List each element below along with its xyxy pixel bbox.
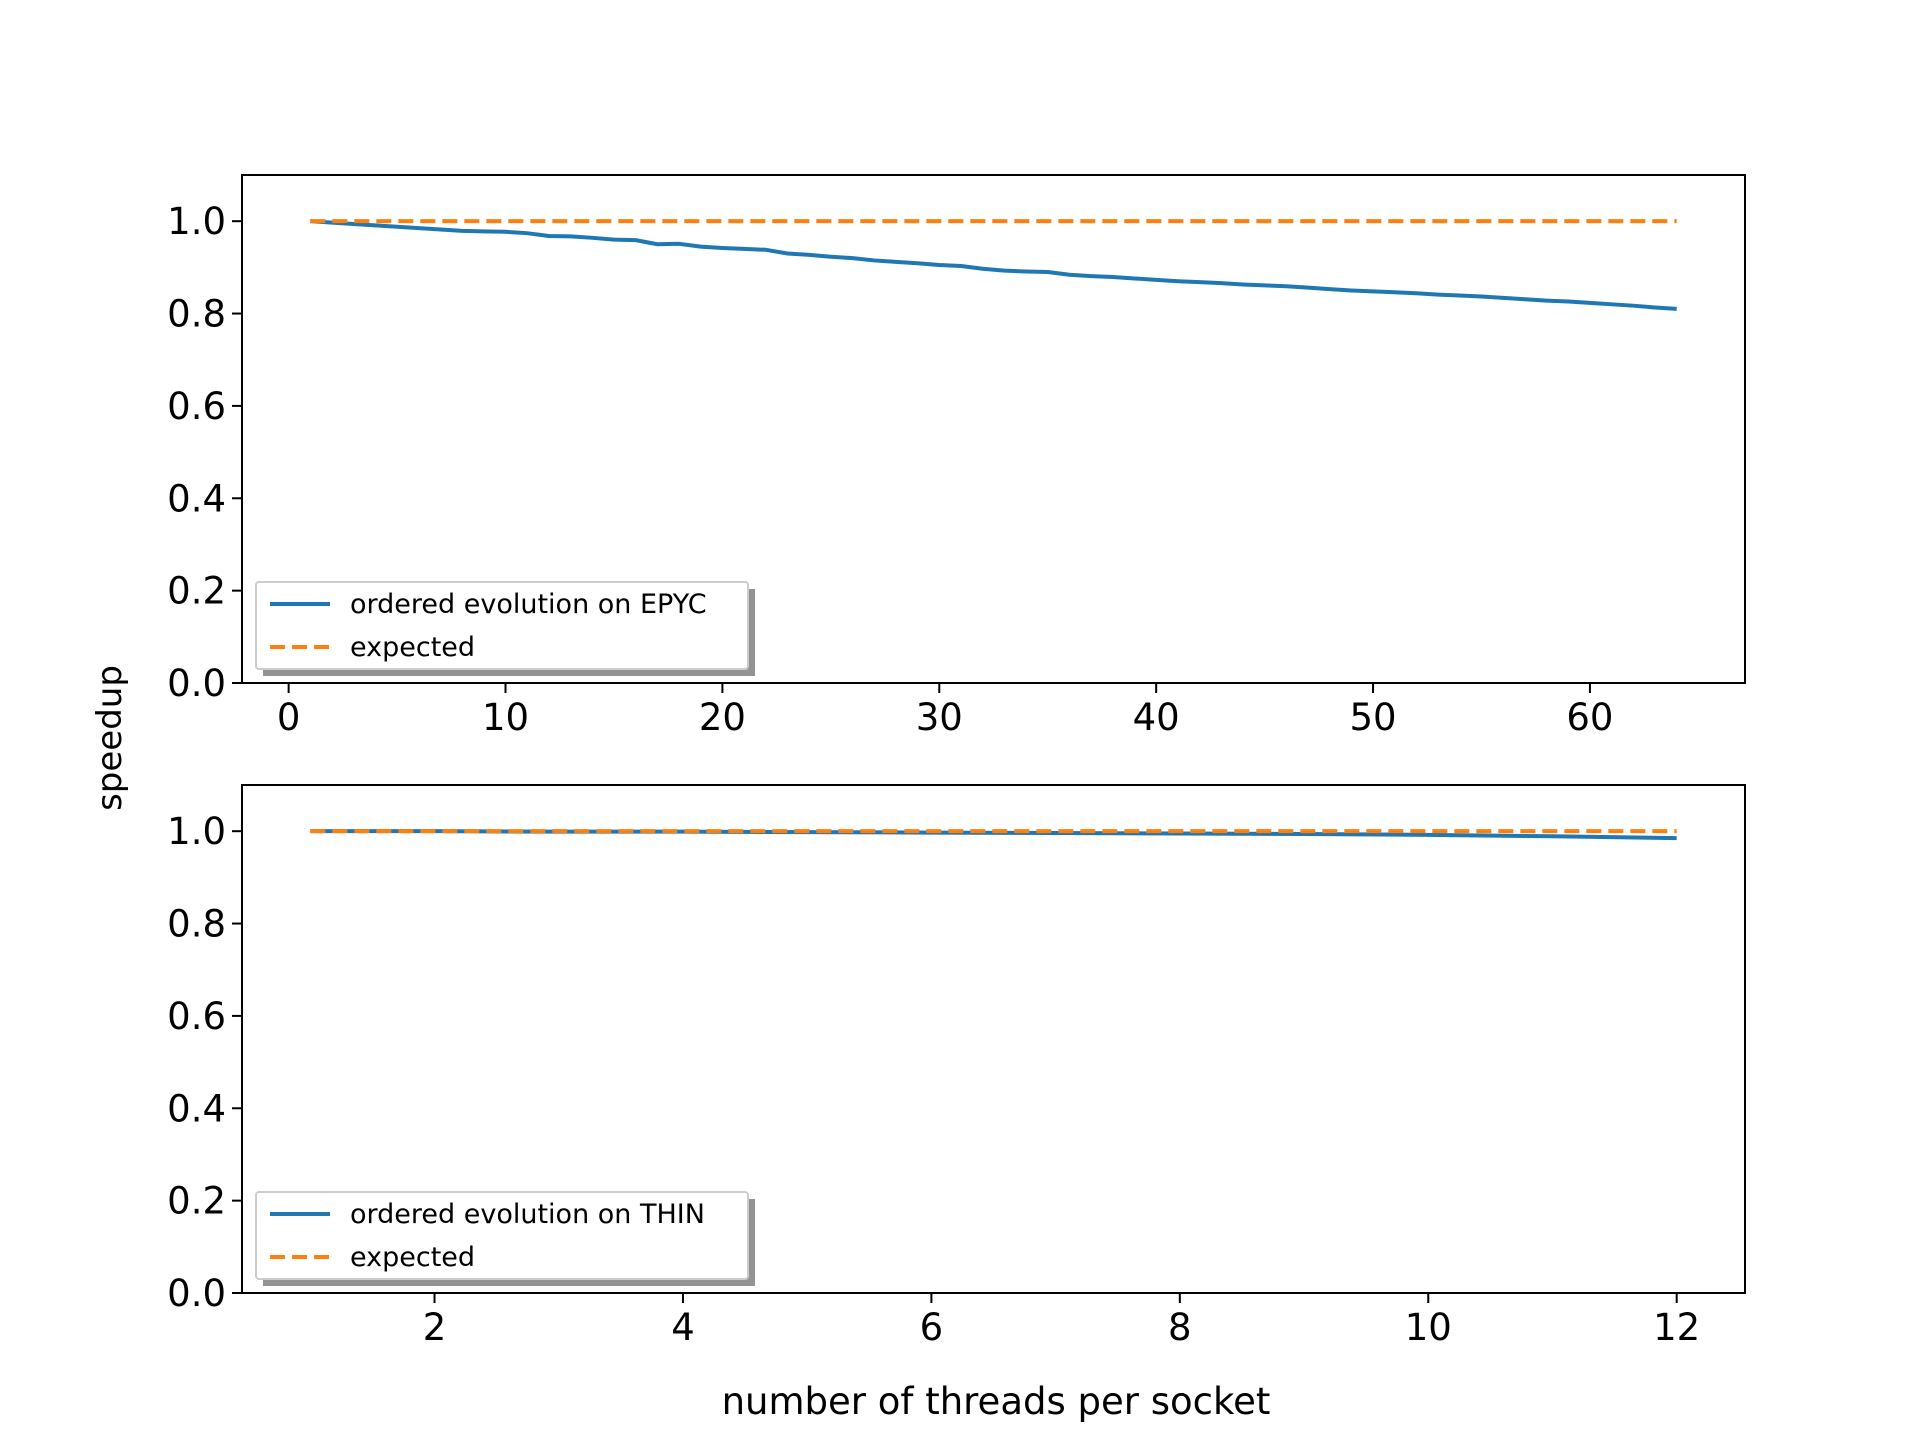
y-tick-label: 0.0	[167, 662, 226, 705]
x-tick-label: 10	[1405, 1306, 1452, 1349]
legend-box	[255, 581, 749, 670]
legend-entry-label: expected	[350, 632, 475, 663]
x-tick-label: 12	[1653, 1306, 1700, 1349]
y-tick-label: 0.4	[167, 1087, 226, 1130]
measured-series-line	[310, 219, 1677, 311]
legend-entry-label: expected	[350, 1242, 475, 1273]
y-tick-label: 0.2	[167, 570, 226, 613]
y-tick-label: 1.0	[167, 810, 226, 853]
x-tick-label: 50	[1349, 696, 1396, 739]
figure-y-axis-label: speedup	[90, 665, 130, 811]
legend-box	[255, 1191, 749, 1280]
legend-entry-label: ordered evolution on EPYC	[350, 589, 707, 620]
y-tick-label: 0.4	[167, 477, 226, 520]
y-tick-label: 0.8	[167, 903, 226, 946]
x-tick-label: 60	[1566, 696, 1613, 739]
figure-x-axis-label: number of threads per socket	[722, 1380, 1271, 1423]
legend: ordered evolution on EPYC expected	[255, 581, 755, 676]
subplot-2: 2 4 6 8 10 12 0.0 0.2 0.4 0.6 0.8 1.0 ordered evolut…	[167, 784, 1746, 1349]
x-tick-label: 6	[920, 1306, 944, 1349]
x-tick-label: 2	[423, 1306, 447, 1349]
x-tick-label: 8	[1168, 1306, 1192, 1349]
y-tick-label: 0.8	[167, 293, 226, 336]
y-tick-label: 0.2	[167, 1180, 226, 1223]
axes-frame	[241, 784, 1746, 1294]
y-tick-label: 0.6	[167, 995, 226, 1038]
x-tick-label: 40	[1133, 696, 1180, 739]
x-tick-label: 30	[916, 696, 963, 739]
y-tick-label: 0.6	[167, 385, 226, 428]
x-tick-label: 0	[277, 696, 301, 739]
legend: ordered evolution on THIN expected	[255, 1191, 755, 1286]
x-tick-label: 20	[699, 696, 746, 739]
x-tick-label: 10	[482, 696, 529, 739]
axes-frame	[241, 174, 1746, 684]
subplot-1: 0 10 20 30 40 50 60 0.0 0.2 0.4 0.6 0.8 1.0 ordered e…	[167, 174, 1746, 739]
y-tick-label: 1.0	[167, 200, 226, 243]
x-tick-label: 4	[671, 1306, 695, 1349]
legend-entry-label: ordered evolution on THIN	[350, 1199, 705, 1230]
plots: 0 10 20 30 40 50 60 0.0 0.2 0.4 0.6 0.8 1.0 ordered e…	[167, 174, 1746, 1349]
y-tick-label: 0.0	[167, 1272, 226, 1315]
